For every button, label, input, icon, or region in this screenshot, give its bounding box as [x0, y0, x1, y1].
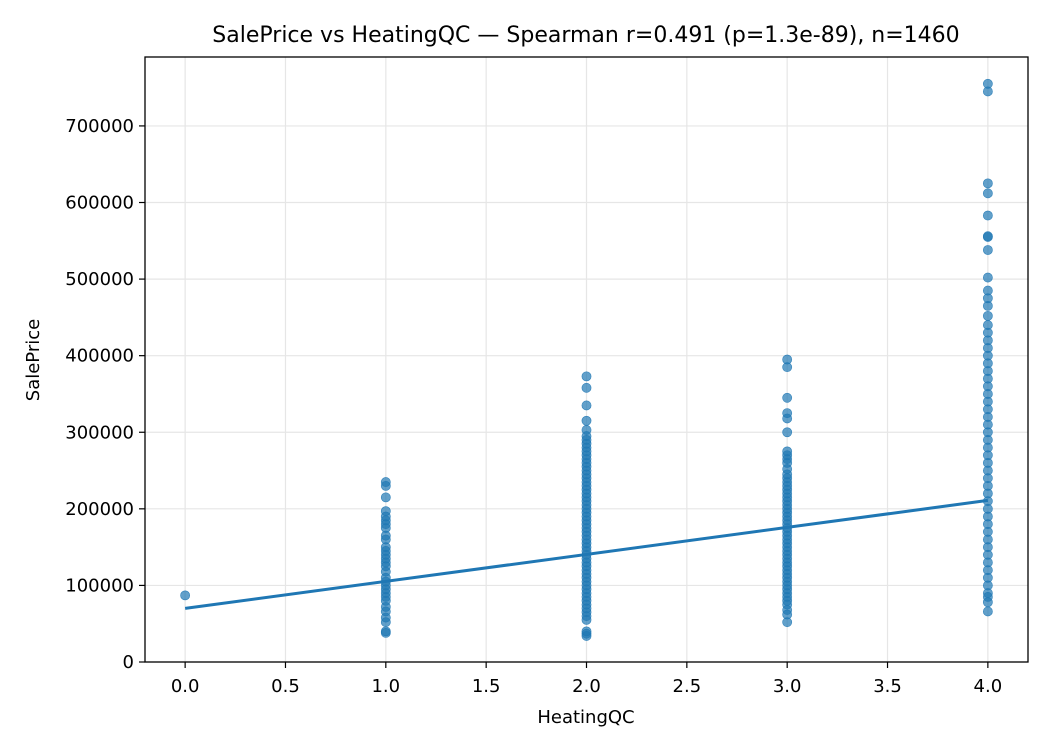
data-point: [180, 590, 191, 601]
data-point: [581, 400, 592, 411]
y-tick-label: 500000: [65, 269, 134, 290]
scatter-points: [180, 78, 993, 641]
data-point: [982, 231, 993, 242]
y-axis-ticks: 0 100000 200000 300000 400000 500000 600000 700…: [65, 116, 145, 673]
data-point: [581, 425, 592, 435]
x-tick-label: 2.5: [673, 676, 702, 697]
y-tick-label: 700000: [65, 116, 134, 137]
data-point: [982, 245, 993, 255]
data-point: [982, 272, 993, 283]
data-point: [982, 78, 993, 89]
data-point: [380, 506, 391, 517]
data-point: [782, 354, 793, 365]
x-axis-ticks: 0.0 0.5 1.0 1.5 2.0 2.5 3.0 3.5 4.0: [171, 662, 1002, 697]
y-tick-label: 600000: [65, 193, 134, 214]
x-tick-label: 0.0: [171, 676, 200, 697]
x-axis-label: HeatingQC: [537, 707, 634, 728]
data-point: [782, 427, 793, 438]
y-tick-label: 400000: [65, 346, 134, 367]
data-point: [782, 446, 793, 457]
regression-line: [184, 498, 989, 610]
data-point: [982, 188, 993, 199]
data-point: [380, 626, 391, 637]
y-tick-label: 100000: [65, 575, 134, 596]
y-tick-label: 300000: [65, 422, 134, 443]
data-point: [782, 392, 793, 403]
chart-title: SalePrice vs HeatingQC — Spearman r=0.49…: [212, 23, 959, 48]
data-point: [581, 371, 592, 382]
data-point: [581, 415, 592, 426]
data-point: [782, 408, 793, 419]
x-tick-label: 4.0: [974, 676, 1003, 697]
x-tick-label: 1.5: [472, 676, 501, 697]
y-tick-label: 200000: [65, 499, 134, 520]
data-point: [982, 310, 993, 321]
data-point: [581, 382, 592, 393]
y-axis-label: SalePrice: [23, 319, 44, 401]
x-tick-label: 0.5: [271, 676, 300, 697]
y-tick-label: 0: [123, 652, 134, 673]
data-point: [982, 606, 993, 617]
x-tick-label: 3.0: [773, 676, 802, 697]
data-point: [982, 210, 993, 221]
x-tick-label: 1.0: [371, 676, 400, 697]
trend-lines: [184, 498, 989, 610]
data-point: [982, 285, 993, 296]
data-point: [380, 492, 391, 503]
data-point: [581, 626, 592, 637]
x-tick-label: 3.5: [873, 676, 902, 697]
data-point: [982, 320, 993, 330]
x-tick-label: 2.0: [572, 676, 601, 697]
data-point: [982, 178, 993, 189]
data-point: [380, 477, 391, 487]
